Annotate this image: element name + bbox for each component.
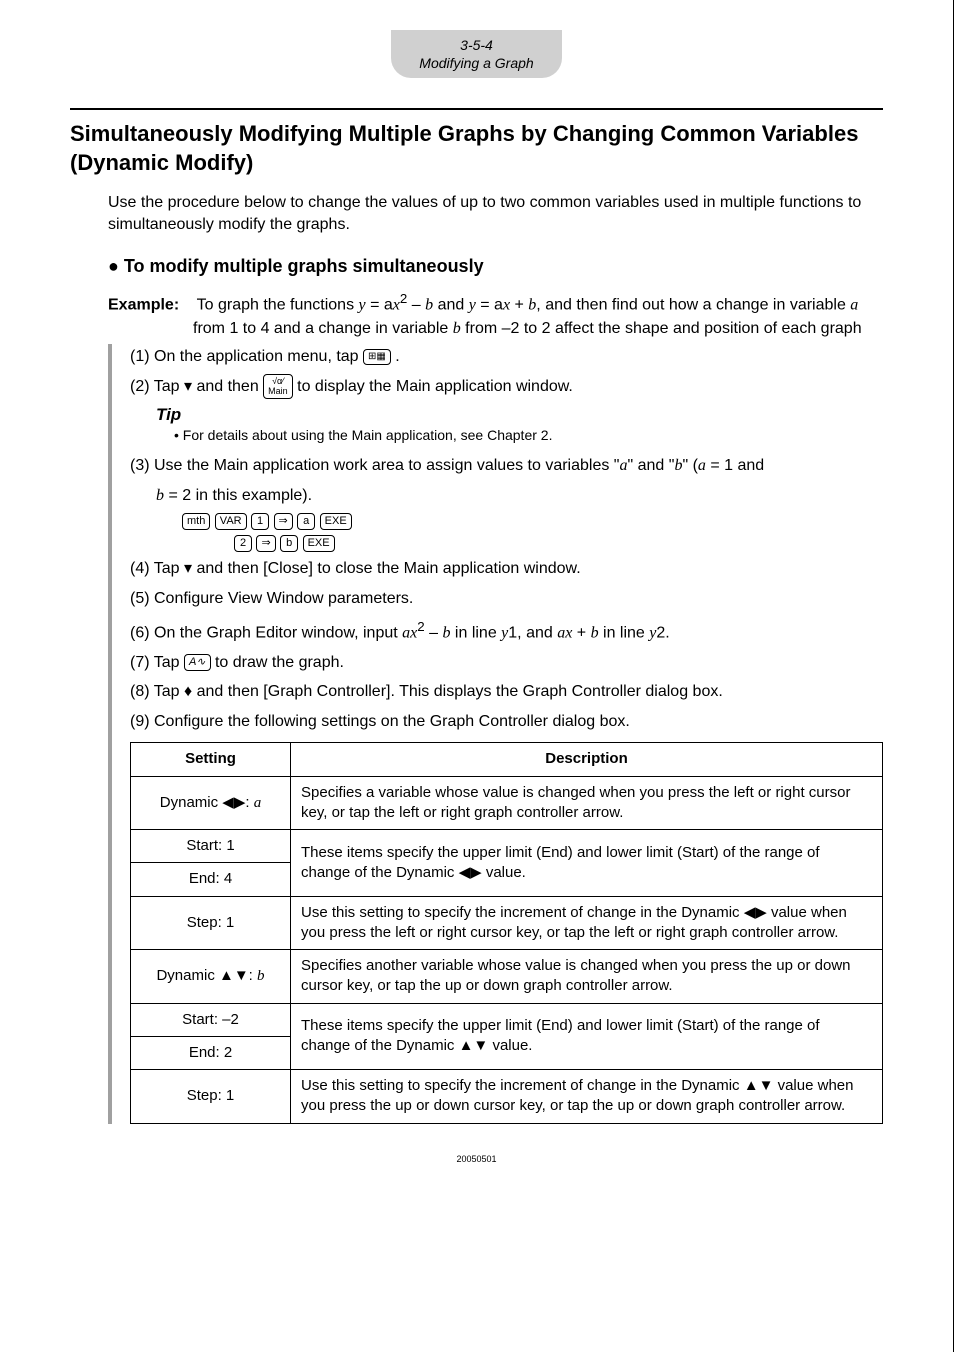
key-assign2: ⇒: [256, 535, 275, 552]
key-exe: EXE: [320, 513, 352, 530]
diamond-icon: ♦: [184, 683, 192, 700]
table-cell: Start: –2: [131, 1003, 291, 1036]
settings-table: Setting Description Dynamic ◀▶: a Specif…: [130, 742, 883, 1123]
table-cell: Start: 1: [131, 830, 291, 863]
table-cell: Step: 1: [131, 1070, 291, 1124]
table-header-setting: Setting: [131, 743, 291, 776]
divider: [70, 108, 883, 110]
table-cell: End: 2: [131, 1036, 291, 1069]
keys-row-2: 2 ⇒ b EXE: [234, 534, 883, 552]
table-cell: Specifies a variable whose value is chan…: [291, 776, 883, 830]
example-block: Example: To graph the functions y = ax2 …: [108, 289, 883, 340]
key-b: b: [280, 535, 298, 552]
app-menu-icon: ⊞▦: [363, 349, 391, 365]
example-mid: and: [438, 297, 469, 314]
down-arrow-icon-2: ▾: [184, 560, 192, 577]
example-text-1: To graph the functions: [197, 297, 359, 314]
key-assign: ⇒: [274, 513, 293, 530]
table-cell: Step: 1: [131, 896, 291, 950]
key-1: 1: [251, 513, 269, 530]
page-ref: 3-5-4: [419, 36, 533, 54]
page-title: Simultaneously Modifying Multiple Graphs…: [70, 120, 883, 177]
example-label: Example:: [108, 297, 179, 314]
table-header-desc: Description: [291, 743, 883, 776]
table-cell: These items specify the upper limit (End…: [291, 830, 883, 897]
table-cell: Dynamic ◀▶: a: [131, 776, 291, 830]
key-exe2: EXE: [303, 535, 335, 552]
table-cell: End: 4: [131, 863, 291, 896]
key-a: a: [297, 513, 315, 530]
graph-icon: A∿: [184, 654, 211, 671]
keys-row-1: mth VAR 1 ⇒ a EXE: [182, 512, 883, 530]
sub-heading: ● To modify multiple graphs simultaneous…: [108, 256, 883, 277]
table-cell: These items specify the upper limit (End…: [291, 1003, 883, 1070]
tip-label: Tip: [156, 405, 883, 425]
header-badge: 3-5-4 Modifying a Graph: [70, 30, 883, 78]
section-name: Modifying a Graph: [419, 54, 533, 72]
steps-block: (1) On the application menu, tap ⊞▦ . (2…: [108, 344, 883, 1124]
key-var: VAR: [215, 513, 247, 530]
main-icon: √α⁄Main: [263, 374, 293, 400]
table-cell: Use this setting to specify the incremen…: [291, 1070, 883, 1124]
key-mth: mth: [182, 513, 210, 530]
tip-text: • For details about using the Main appli…: [174, 427, 883, 443]
table-cell: Specifies another variable whose value i…: [291, 950, 883, 1004]
key-2: 2: [234, 535, 252, 552]
footer: 20050501: [70, 1154, 883, 1164]
intro-text: Use the procedure below to change the va…: [108, 192, 883, 237]
table-cell: Dynamic ▲▼: b: [131, 950, 291, 1004]
table-cell: Use this setting to specify the incremen…: [291, 896, 883, 950]
down-arrow-icon: ▾: [184, 378, 192, 395]
